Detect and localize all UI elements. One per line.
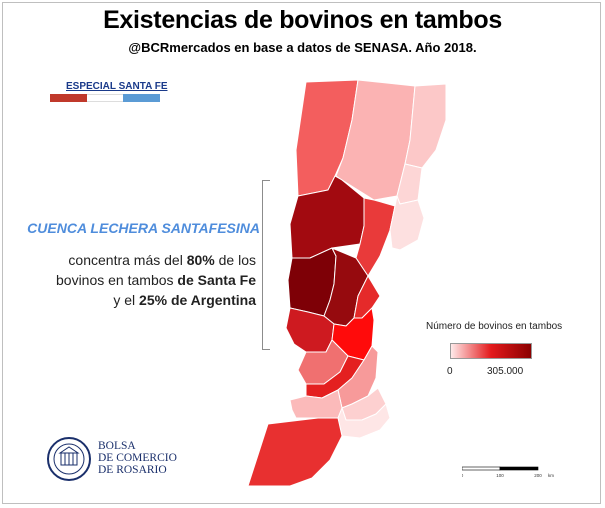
desc-line1b: de los [214,252,256,268]
desc-line1: concentra más del [68,252,187,268]
page-subtitle: @BCRmercados en base a datos de SENASA. … [128,40,477,55]
scale-unit: km [548,473,554,478]
dept-central-east-3 [373,239,419,297]
dept-south-tip [247,417,343,487]
desc-line3a: y el [113,292,140,308]
bcr-logo-seal [47,437,91,481]
logo-line2: DE COMERCIO [98,452,177,464]
page-title: Existencias de bovinos en tambos [103,6,502,34]
legend-title: Número de bovinos en tambos [426,321,563,332]
scale-tick-100: 100 [496,473,504,478]
legend-color-scale [450,343,532,359]
scale-tick-0: 0 [462,473,464,478]
map-scale-bar: 0 100 200 km [462,466,554,478]
dept-north-east [404,83,447,169]
dept-central-east-1 [355,197,396,277]
figure-frame [2,2,601,504]
flag-stripe-red [50,94,87,102]
logo-line3: DE ROSARIO [98,464,167,476]
cuenca-description: concentra más del 80% de los bovinos en … [20,250,256,310]
flag-stripe-blue [123,94,161,102]
bcr-logo-text: BOLSA DE COMERCIO DE ROSARIO [98,440,177,476]
desc-pct1: 80% [186,252,215,268]
logo-line1: BOLSA [98,440,136,452]
special-badge-flag [50,94,161,102]
flag-stripe-white [86,94,124,102]
scale-tick-200: 200 [534,473,542,478]
desc-pct2: 25% de Argentina [139,292,256,308]
dept-south-east [337,403,391,439]
legend-min-label: 0 [447,366,453,377]
legend-max-label: 305.000 [487,366,524,377]
cuenca-title: CUENCA LECHERA SANTAFESINA [27,220,260,236]
cuenca-bracket [262,180,270,350]
special-badge-label: ESPECIAL SANTA FE [66,81,168,92]
desc-line2: bovinos en tambos [56,272,178,288]
desc-place: de Santa Fe [177,272,256,288]
dept-central-east-2 [389,195,425,251]
